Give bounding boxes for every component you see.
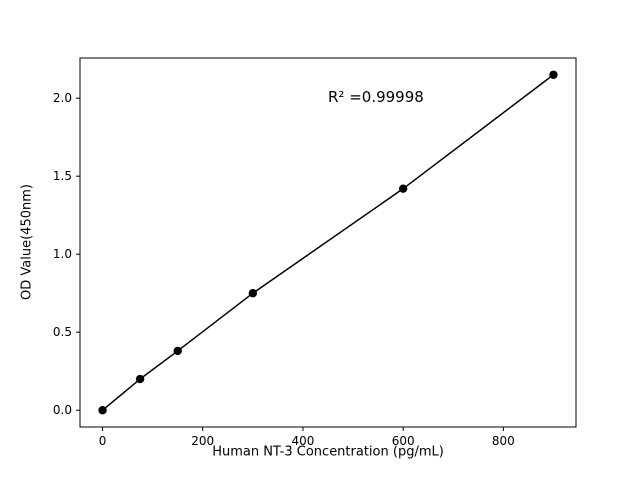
- data-point-marker: [173, 346, 182, 356]
- y-tick-label: 0.5: [53, 325, 72, 339]
- x-axis-label: Human NT-3 Concentration (pg/mL): [212, 444, 444, 460]
- axes-spines: [79, 57, 577, 428]
- fit-line: [102, 74, 554, 411]
- x-tick-label: 400: [291, 434, 314, 448]
- x-tick-label: 0: [99, 434, 107, 448]
- x-tick-label: 200: [191, 434, 214, 448]
- data-point-marker: [549, 70, 558, 79]
- y-tick-label: 2.0: [53, 91, 72, 105]
- y-tick-label: 0.0: [53, 403, 72, 417]
- data-point-marker: [248, 289, 258, 298]
- data-point-marker: [398, 184, 408, 193]
- r-squared-annotation: R² =0.99998: [328, 87, 424, 106]
- y-tick-label: 1.0: [53, 247, 72, 261]
- x-tick-label: 600: [392, 434, 415, 448]
- x-tick-label: 800: [492, 434, 515, 448]
- data-point-marker: [135, 374, 145, 384]
- y-axis-label: OD Value(450nm): [19, 184, 35, 300]
- y-tick-label: 1.5: [53, 169, 72, 183]
- data-point-marker: [98, 406, 107, 415]
